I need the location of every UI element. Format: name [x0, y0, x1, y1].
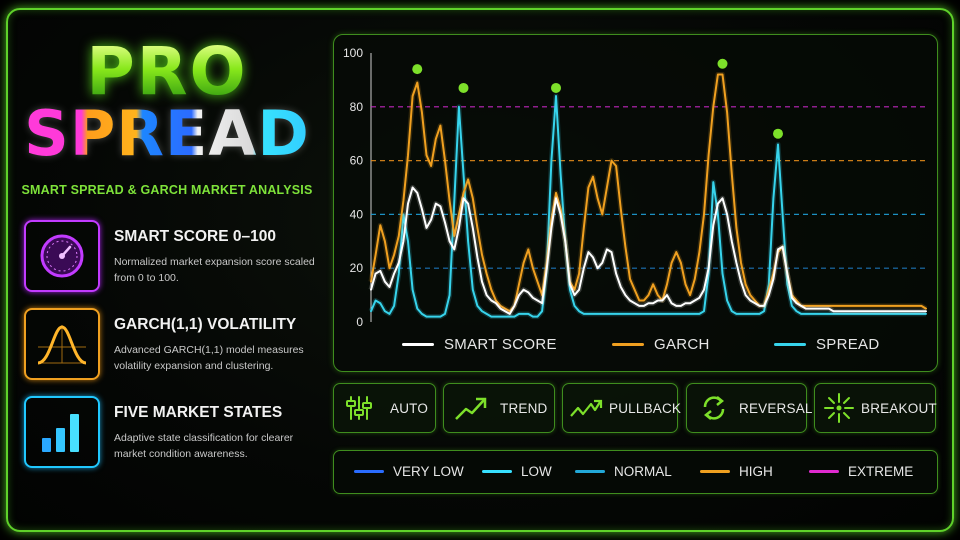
y-tick-label: 100	[343, 46, 363, 60]
feature-desc: Normalized market expansion score scaled…	[114, 256, 315, 284]
pullback-arrow-icon	[569, 393, 603, 423]
legend-swatch	[402, 343, 434, 346]
feature-smart-score: SMART SCORE 0–100 Normalized market expa…	[24, 220, 324, 296]
breakout-burst-icon	[823, 393, 855, 423]
sliders-icon	[342, 393, 376, 423]
mode-label: TREND	[500, 400, 548, 416]
feature-market-states: FIVE MARKET STATES Adaptive state classi…	[24, 396, 324, 472]
peak-marker	[412, 64, 423, 75]
mode-button-reversal[interactable]: REVERSAL	[686, 383, 812, 433]
legend-label: SPREAD	[816, 336, 880, 353]
state-swatch	[809, 470, 839, 473]
mode-label: REVERSAL	[739, 400, 813, 416]
legend-swatch	[774, 343, 806, 346]
series-line	[370, 186, 927, 315]
legend-label: SMART SCORE	[444, 336, 557, 353]
state-swatch	[482, 470, 512, 473]
feature-title: GARCH(1,1) VOLATILITY	[114, 316, 297, 333]
peak-marker	[717, 58, 728, 69]
legend-garch: GARCH	[612, 336, 710, 353]
series-line	[370, 73, 927, 313]
chart-panel: 0 20 40 60 80 100 SMART SCORE GARCH SPREAD	[333, 34, 938, 372]
mode-label: AUTO	[390, 400, 429, 416]
state-label: LOW	[521, 464, 552, 479]
mode-button-trend[interactable]: TREND	[443, 383, 555, 433]
series-line	[370, 95, 927, 318]
state-swatch	[700, 470, 730, 473]
legend-spread: SPREAD	[774, 336, 880, 353]
y-tick-label: 80	[350, 100, 364, 114]
market-states-legend: VERY LOW LOW NORMAL HIGH EXTREME	[333, 450, 938, 494]
gauge-icon	[24, 220, 100, 292]
state-very-low: VERY LOW	[354, 464, 464, 479]
logo-pro: PRO	[14, 39, 320, 105]
state-swatch	[354, 470, 384, 473]
feature-title: FIVE MARKET STATES	[114, 404, 283, 421]
bell-curve-icon	[24, 308, 100, 380]
state-label: VERY LOW	[393, 464, 464, 479]
legend-swatch	[612, 343, 644, 346]
mode-button-breakout[interactable]: BREAKOUT	[814, 383, 937, 433]
peak-marker	[551, 82, 561, 93]
state-label: EXTREME	[848, 464, 914, 479]
feature-desc: Advanced GARCH(1,1) model measures volat…	[114, 344, 304, 372]
mode-button-auto[interactable]: AUTO	[333, 383, 436, 433]
trend-arrow-icon	[454, 393, 488, 423]
bar-chart-icon	[24, 396, 100, 468]
state-high: HIGH	[700, 464, 773, 479]
state-low: LOW	[482, 464, 552, 479]
line-chart: 0 20 40 60 80 100	[343, 46, 928, 329]
peak-marker	[773, 128, 783, 139]
reversal-arrows-icon	[699, 393, 729, 423]
y-tick-label: 60	[350, 154, 364, 168]
state-swatch	[575, 470, 605, 473]
state-label: HIGH	[739, 464, 773, 479]
legend-smart-score: SMART SCORE	[402, 336, 557, 353]
peak-marker	[458, 82, 469, 93]
state-normal: NORMAL	[575, 464, 672, 479]
legend-label: GARCH	[654, 336, 710, 353]
y-tick-label: 0	[356, 315, 363, 329]
state-extreme: EXTREME	[809, 464, 913, 479]
mode-label: BREAKOUT	[861, 400, 937, 416]
y-tick-label: 20	[350, 261, 364, 275]
feature-title: SMART SCORE 0–100	[114, 228, 276, 245]
logo-spread: SPREAD	[14, 102, 320, 166]
feature-garch: GARCH(1,1) VOLATILITY Advanced GARCH(1,1…	[24, 308, 324, 384]
tagline-text: SMART SPREAD & GARCH MARKET ANALYSIS	[21, 183, 313, 197]
mode-label: PULLBACK	[609, 400, 682, 416]
mode-button-pullback[interactable]: PULLBACK	[562, 383, 682, 433]
y-tick-label: 40	[350, 207, 364, 221]
tagline: SMART SPREAD & GARCH MARKET ANALYSIS	[14, 183, 320, 197]
state-label: NORMAL	[614, 464, 672, 479]
feature-desc: Adaptive state classification for cleare…	[114, 432, 294, 460]
logo: PRO SPREAD	[14, 39, 320, 166]
